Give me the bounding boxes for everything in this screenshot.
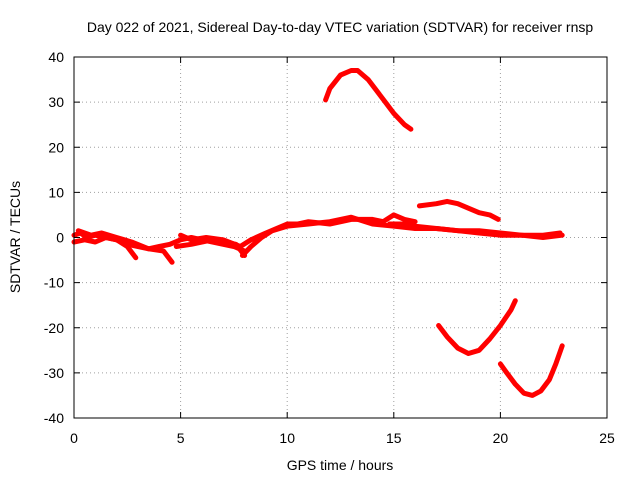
x-tick-label: 10: [279, 430, 295, 446]
x-tick-label: 15: [386, 430, 402, 446]
series-line-track-7: [387, 221, 565, 240]
series-line-track-8: [416, 198, 501, 222]
series-line-track-10: [436, 298, 518, 356]
series-line-track-2: [71, 235, 139, 261]
x-tick-label: 20: [493, 430, 509, 446]
x-tick-label: 25: [599, 430, 615, 446]
y-tick-label: -10: [44, 275, 64, 291]
series-line-track-3: [75, 228, 175, 265]
x-tick-label: 0: [70, 430, 78, 446]
y-tick-label: -40: [44, 410, 64, 426]
x-tick-label: 5: [177, 430, 185, 446]
y-tick-label: 20: [48, 139, 64, 155]
y-tick-label: 0: [56, 230, 64, 246]
y-tick-label: -30: [44, 365, 64, 381]
y-tick-label: 40: [48, 49, 64, 65]
x-axis-title: GPS time / hours: [287, 457, 394, 473]
x-axis: 0 5 10 15 20 25: [70, 57, 615, 446]
y-tick-label: 30: [48, 94, 64, 110]
y-tick-label: -20: [44, 320, 64, 336]
y-tick-label: 10: [48, 184, 64, 200]
series-line-track-11: [497, 343, 565, 398]
chart-title: Day 022 of 2021, Sidereal Day-to-day VTE…: [87, 19, 593, 35]
y-axis-title: SDTVAR / TECUs: [7, 181, 23, 293]
data-series: [71, 68, 565, 398]
y-axis: -40 -30 -20 -10 0 10 20 30 40: [44, 49, 607, 426]
series-line-track-9: [323, 68, 414, 132]
